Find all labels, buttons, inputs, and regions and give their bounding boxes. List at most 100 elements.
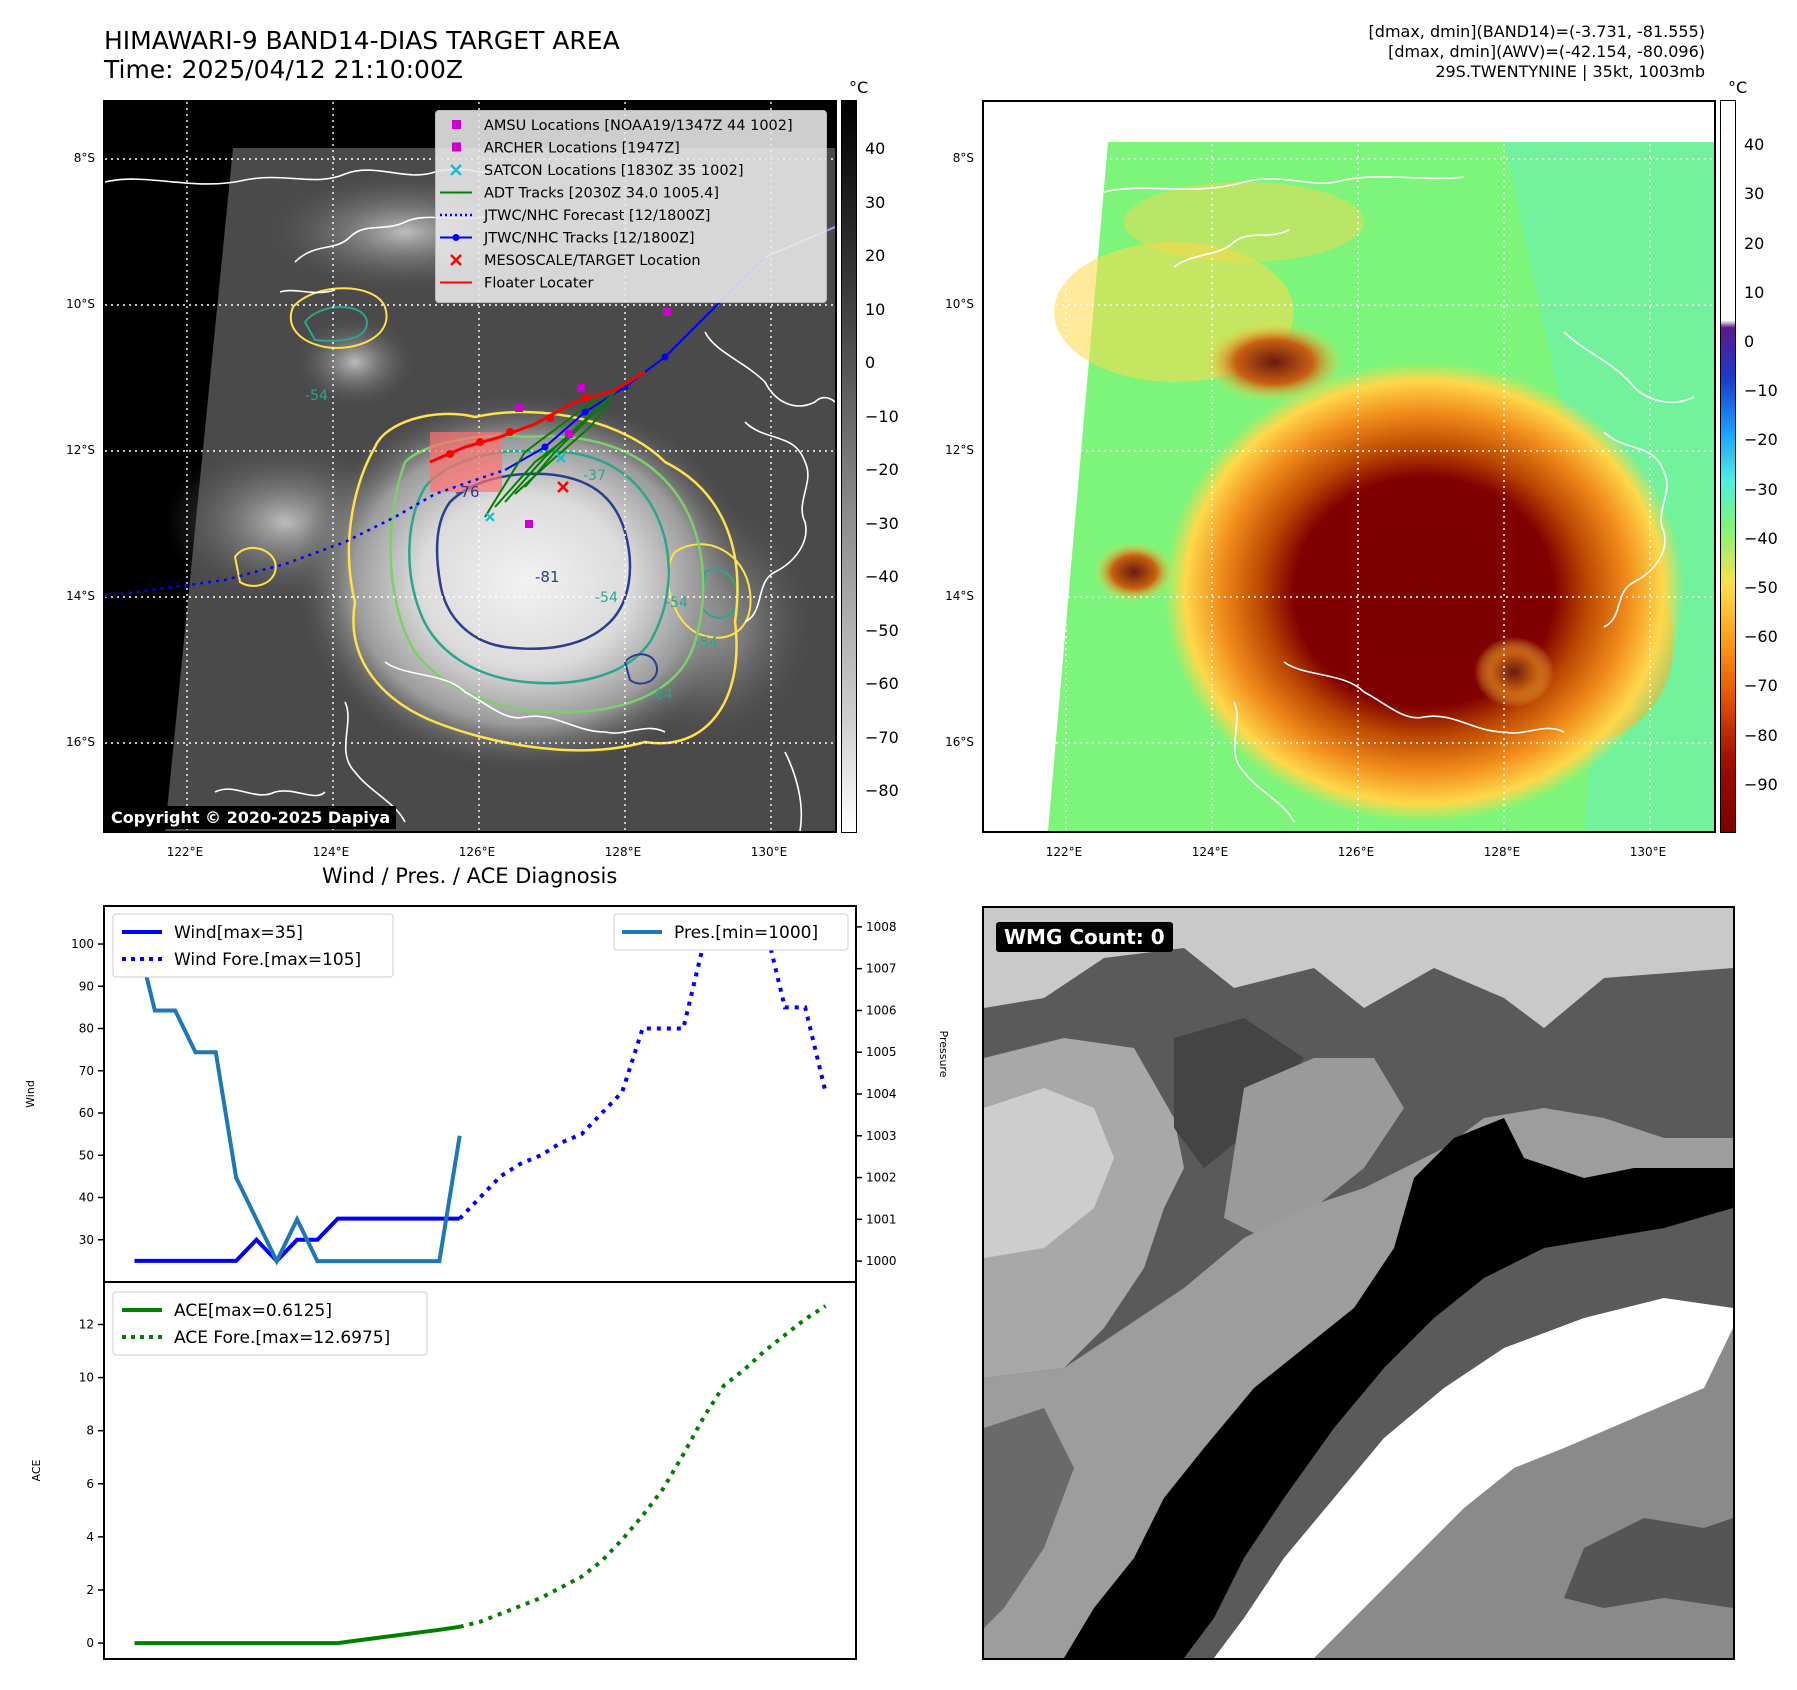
wv-map-panel: [982, 100, 1716, 833]
pressure-tick-label: 1000: [866, 1254, 897, 1268]
ace-series-line-0: [134, 1624, 460, 1646]
legend-entry: JTWC/NHC Tracks [12/1800Z]: [440, 231, 695, 247]
wind-tick-label: 70: [79, 1064, 94, 1078]
band14-range: [dmax, dmin](BAND14)=(-3.731, -81.555): [1368, 22, 1705, 41]
copyright-label: Copyright © 2020-2025 Dapiya: [105, 806, 397, 829]
legend-entry: MESOSCALE/TARGET Location: [450, 253, 701, 269]
amsu-archer-markers: [515, 308, 671, 528]
legend-entry: JTWC/NHC Forecast [12/1800Z]: [440, 208, 710, 224]
adt-tracks: [484, 391, 616, 518]
ir-tick-label: −80: [865, 781, 899, 801]
legend-label: ACE[max=0.6125]: [174, 1301, 332, 1321]
ace-legend: ACE[max=0.6125] ACE Fore.[max=12.6975]: [112, 1291, 428, 1356]
wv-tick-label: −30: [1744, 479, 1778, 499]
wind-tick-label: 60: [79, 1106, 94, 1120]
wind-tick-label: 80: [79, 1022, 94, 1036]
ir-colorbar-unit: °C: [849, 78, 869, 97]
ace-tick-label: 2: [86, 1583, 94, 1597]
wv-tick-label: 10: [1744, 282, 1765, 302]
pressure-tick-label: 1002: [866, 1171, 897, 1185]
target-marker: [557, 481, 569, 493]
legend-label: ACE Fore.[max=12.6975]: [174, 1328, 390, 1348]
contour-label-1: -76: [455, 483, 480, 501]
wv-tick-label: −50: [1744, 578, 1778, 598]
floater-track: [429, 370, 646, 464]
legend-label: ADT Tracks [2030Z 34.0 1005.4]: [484, 186, 719, 202]
wmg-image: [984, 908, 1733, 1658]
lon-label: 124°E: [312, 845, 350, 859]
wmg-panel: WMG Count: 0: [982, 906, 1735, 1660]
ace-tick-label: 8: [86, 1424, 94, 1438]
storm-cloud-shield: [295, 392, 755, 772]
series-line-2: [132, 926, 462, 1266]
series-line-0: [134, 1216, 460, 1264]
wmg-count-badge: WMG Count: 0: [996, 922, 1173, 952]
legend-entry: ADT Tracks [2030Z 34.0 1005.4]: [440, 186, 719, 202]
ace-tick-label: 12: [79, 1317, 94, 1331]
contour-yellow: [347, 410, 739, 752]
chart-title: HIMAWARI-9 BAND14-DIAS TARGET AREA: [104, 26, 620, 55]
wv-tick-label: −40: [1744, 528, 1778, 548]
ir-tick-label: 20: [865, 246, 886, 266]
ace-tick-label: 0: [86, 1636, 94, 1650]
lat-label: 12°S: [945, 443, 974, 457]
pressure-legend: Pres.[min=1000]: [613, 913, 849, 951]
legend-entry: ARCHER Locations [1947Z]: [452, 141, 680, 157]
ir-tick-label: −40: [865, 567, 899, 587]
lat-label: 16°S: [945, 735, 974, 749]
lon-label: 122°E: [166, 845, 204, 859]
legend-label: Wind Fore.[max=105]: [174, 950, 361, 970]
lat-label: 16°S: [66, 735, 95, 749]
wind-tick-label: 100: [71, 937, 94, 951]
legend-label: JTWC/NHC Tracks [12/1800Z]: [483, 231, 695, 247]
ir-tick-label: −60: [865, 674, 899, 694]
lat-label: 14°S: [66, 589, 95, 603]
ir-tick-label: 0: [865, 353, 876, 373]
lon-label: 124°E: [1191, 845, 1229, 859]
ir-tick-label: 30: [865, 192, 886, 212]
contour-label-7: -54: [305, 388, 328, 404]
wv-tick-label: 40: [1744, 135, 1765, 155]
graticule: [105, 102, 835, 831]
lat-label: 8°S: [952, 151, 974, 165]
wv-colorbar-unit: °C: [1728, 78, 1748, 97]
legend-label: Wind[max=35]: [174, 923, 303, 943]
ace-tick-label: 4: [86, 1530, 94, 1544]
ir-map-panel: -76 -81 -54 -64 -54 -54 -54 -37 AMSU Loc…: [103, 100, 837, 833]
legend-entry: AMSU Locations [NOAA19/1347Z 44 1002]: [452, 118, 793, 134]
legend-entry: Floater Locater: [440, 276, 593, 292]
lat-label: 10°S: [66, 297, 95, 311]
awv-range: [dmax, dmin](AWV)=(-42.154, -80.096): [1388, 42, 1705, 61]
wv-tick-label: 0: [1744, 332, 1755, 352]
lon-label: 126°E: [1337, 845, 1375, 859]
pressure-axis-label: Pressure: [937, 1031, 950, 1078]
legend-label: MESOSCALE/TARGET Location: [484, 253, 701, 269]
lon-label: 130°E: [1629, 845, 1667, 859]
map-legend: AMSU Locations [NOAA19/1347Z 44 1002] ARC…: [435, 110, 827, 303]
pressure-tick-label: 1001: [866, 1212, 897, 1226]
wind-tick-label: 30: [79, 1233, 94, 1247]
pressure-tick-label: 1005: [866, 1045, 897, 1059]
pressure-tick-label: 1004: [866, 1087, 897, 1101]
ir-tick-label: −10: [865, 406, 899, 426]
wv-coastlines: [1103, 175, 1695, 823]
satcon-markers: [485, 453, 566, 522]
contour-label-8: -37: [583, 468, 606, 484]
series-line-1: [458, 920, 828, 1221]
legend-label: Floater Locater: [484, 276, 593, 292]
pressure-tick-label: 1006: [866, 1003, 897, 1017]
wv-tick-label: −20: [1744, 430, 1778, 450]
wv-tick-label: −90: [1744, 774, 1778, 794]
legend-label: ARCHER Locations [1947Z]: [484, 141, 680, 157]
contour-label-4: -64: [650, 687, 673, 703]
wv-graticule: [984, 102, 1714, 831]
wv-tick-label: 30: [1744, 184, 1765, 204]
ir-colorbar: [841, 100, 857, 833]
legend-entry: SATCON Locations [1830Z 35 1002]: [450, 163, 743, 179]
legend-label: Pres.[min=1000]: [674, 923, 818, 943]
contour-green: [389, 434, 705, 714]
floater-box: [430, 432, 502, 492]
wv-tick-label: −10: [1744, 381, 1778, 401]
legend-label: AMSU Locations [NOAA19/1347Z 44 1002]: [484, 118, 793, 134]
